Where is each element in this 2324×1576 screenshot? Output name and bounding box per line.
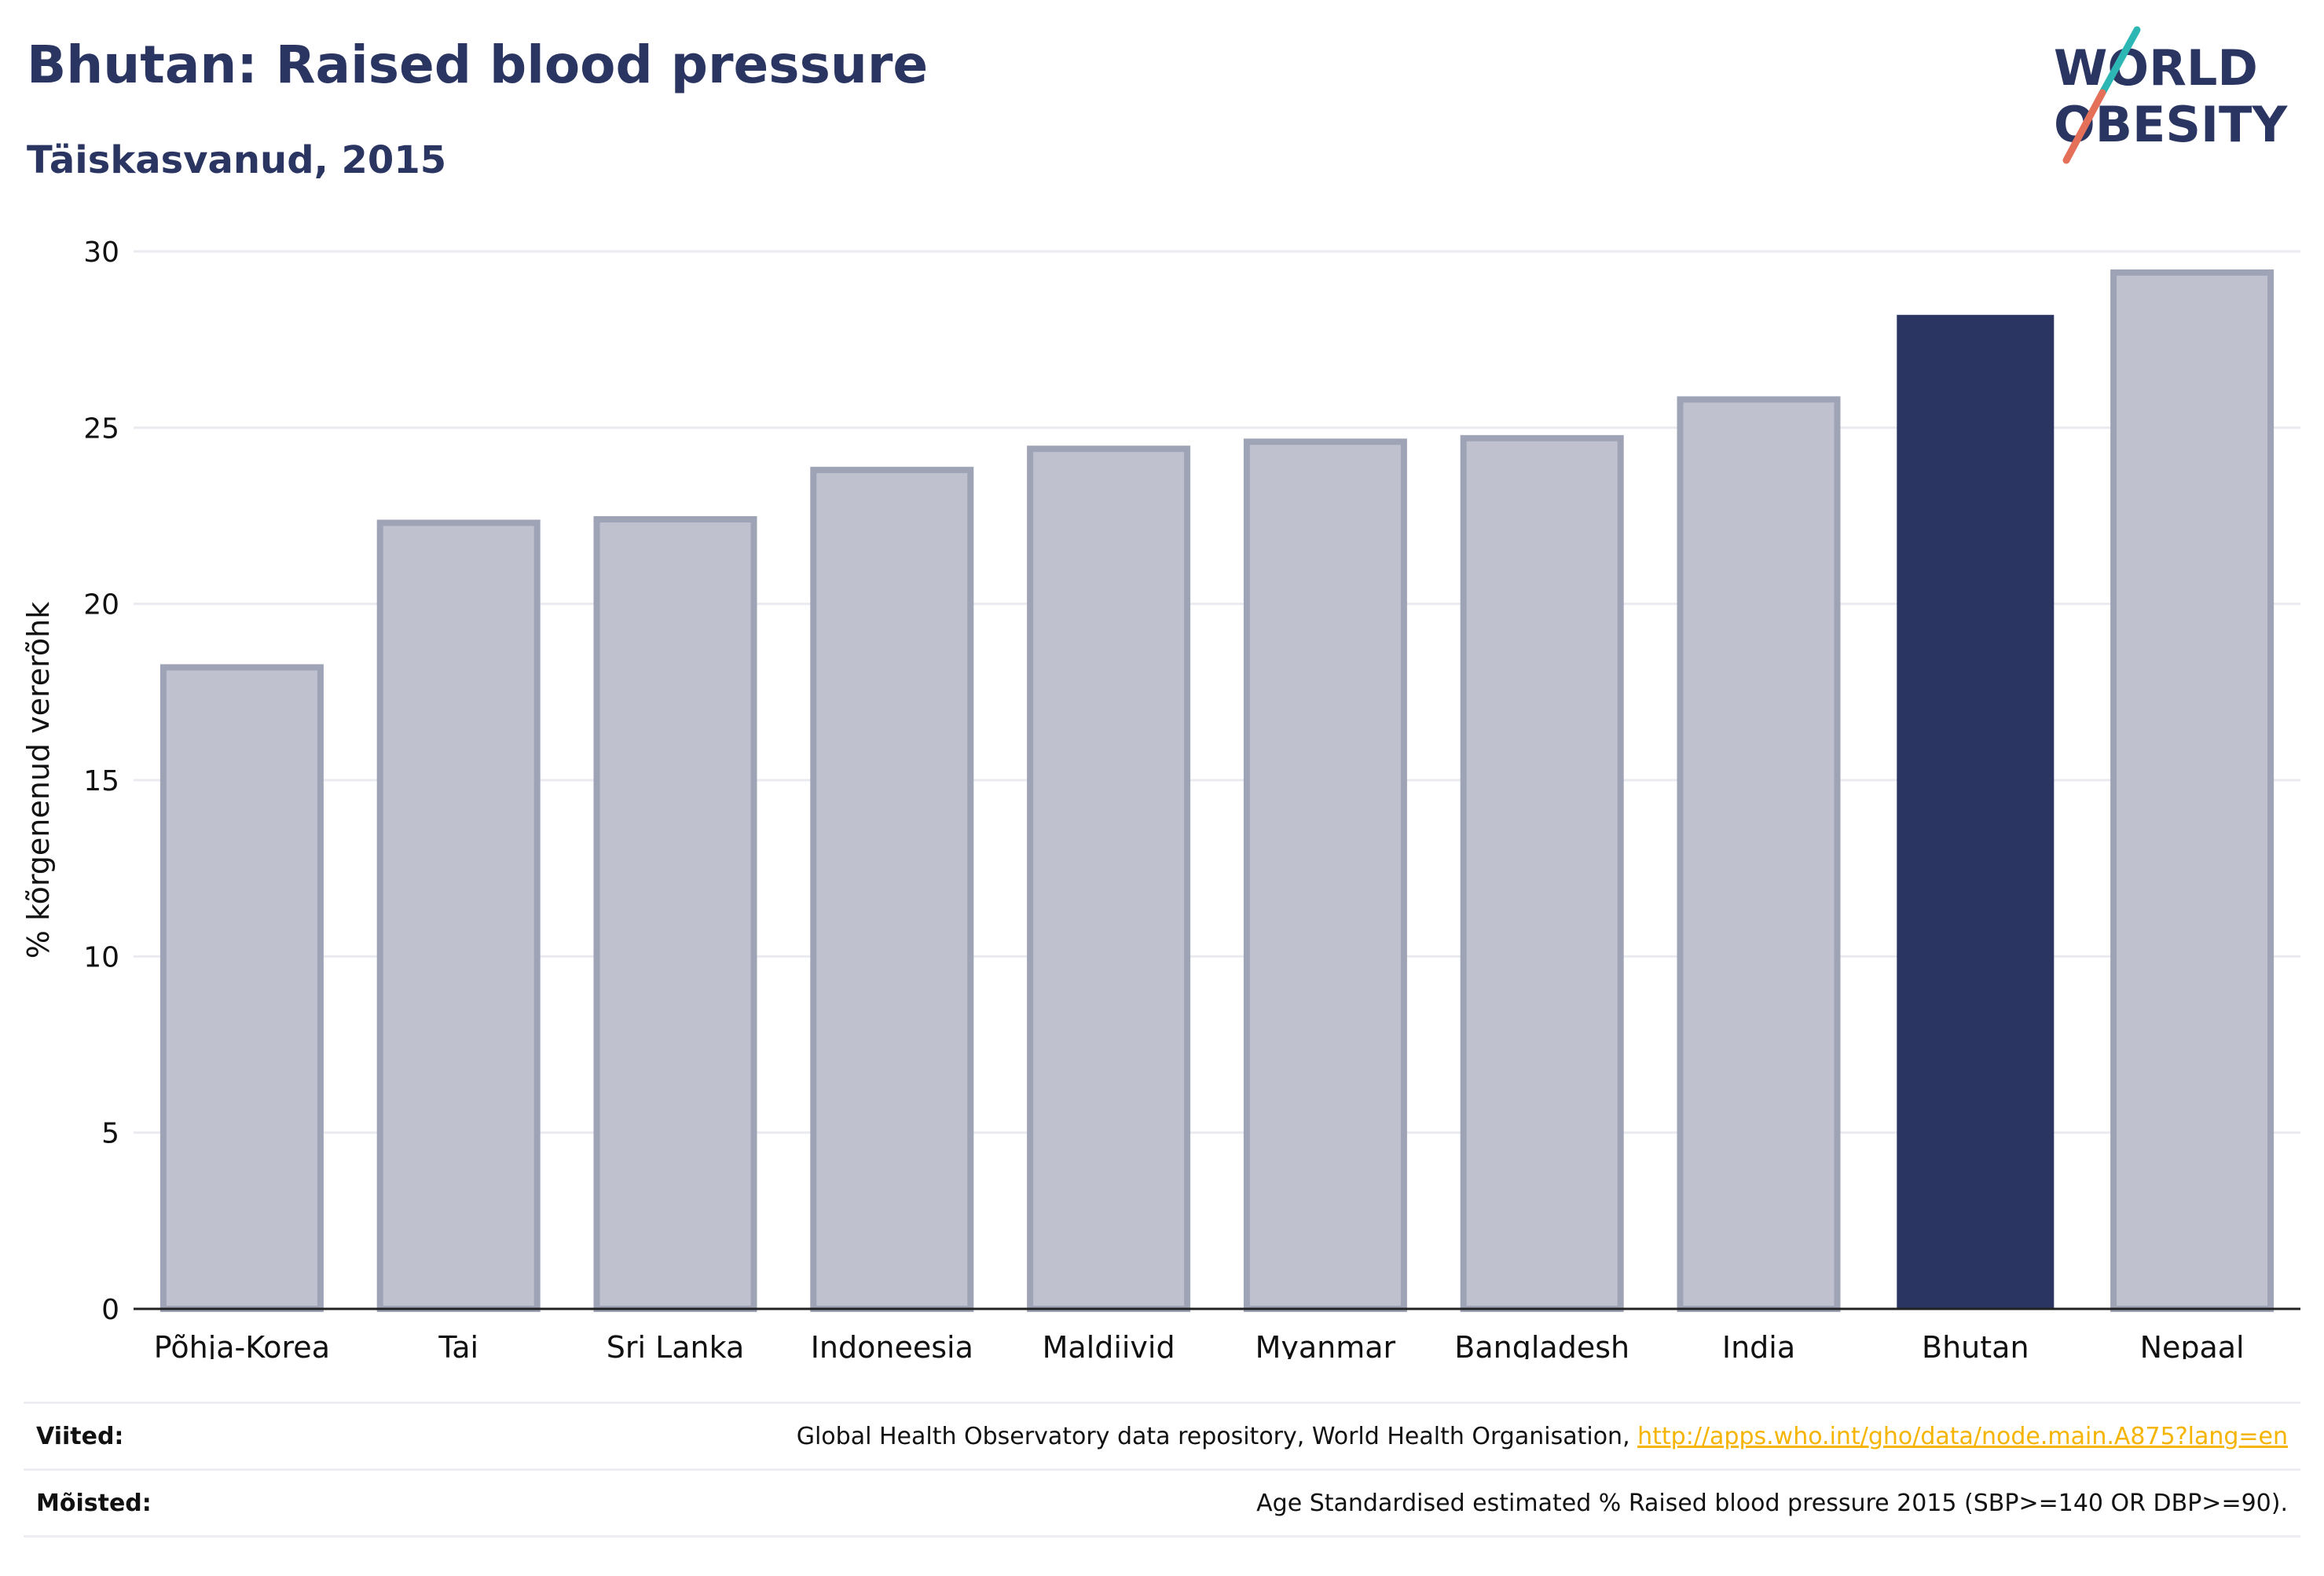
x-axis-ticks: Põhja-Korea Tai Sri Lanka Indoneesia Maldiiv… [154,1330,2245,1359]
sources-row: Viited: Global Health Observatory data r… [24,1402,2300,1468]
sources-text: Global Health Observatory data repositor… [796,1422,1638,1450]
world-obesity-logo: WORLD OBESITY [2054,26,2288,164]
sources-value: Global Health Observatory data repositor… [797,1423,2300,1450]
x-tick-label: Nepaal [2140,1330,2245,1359]
y-tick-label: 5 [101,1118,119,1150]
footer: Viited: Global Health Observatory data r… [24,1402,2300,1538]
svg-text:WORLD: WORLD [2054,39,2258,97]
x-tick-label: Põhja-Korea [154,1330,330,1359]
bar-nepaal [2110,269,2275,1312]
x-tick-label: Maldiivid [1043,1330,1175,1359]
bar-sri-lanka [593,515,757,1312]
x-tick-label: Myanmar [1255,1330,1396,1359]
y-axis-label: % kõrgenenud vererõhk [21,602,56,959]
y-tick-label: 10 [83,941,119,973]
y-tick-label: 0 [101,1294,119,1326]
y-tick-label: 25 [83,412,119,445]
definitions-label: Mõisted: [36,1489,152,1517]
bar-indoneesia [810,467,974,1312]
y-axis-ticks: 0 5 10 15 20 25 30 [83,236,119,1326]
bar-myanmar [1243,438,1407,1312]
page-title: Bhutan: Raised blood pressure [27,35,929,95]
bar-bangladesh [1460,434,1624,1312]
x-tick-label: Bhutan [1922,1330,2029,1359]
x-tick-label: Indoneesia [811,1330,973,1359]
bar-chart: 0 5 10 15 20 25 30 Põhja-Korea Tai Sri Lanka Indo… [21,236,2300,1359]
x-tick-label: India [1722,1330,1795,1359]
x-tick-label: Bangladesh [1454,1330,1629,1359]
y-tick-label: 30 [83,236,119,269]
bar-bhutan [1897,314,2055,1309]
bars [159,269,2275,1313]
bar-maldiivid [1027,445,1191,1313]
y-tick-label: 15 [83,765,119,797]
definitions-text: Age Standardised estimated % Raised bloo… [1256,1489,2288,1517]
sources-label: Viited: [36,1422,124,1450]
y-tick-label: 20 [83,589,119,621]
x-tick-label: Sri Lanka [607,1330,745,1359]
bar-p-hja-korea [159,664,324,1312]
page-subtitle: Täiskasvanud, 2015 [27,138,447,182]
definitions-row: Mõisted: Age Standardised estimated % Ra… [24,1468,2300,1538]
bar-tai [376,519,541,1312]
sources-link[interactable]: http://apps.who.int/gho/data/node.main.A… [1637,1422,2288,1450]
bar-india [1677,396,1841,1313]
x-tick-label: Tai [438,1330,478,1359]
